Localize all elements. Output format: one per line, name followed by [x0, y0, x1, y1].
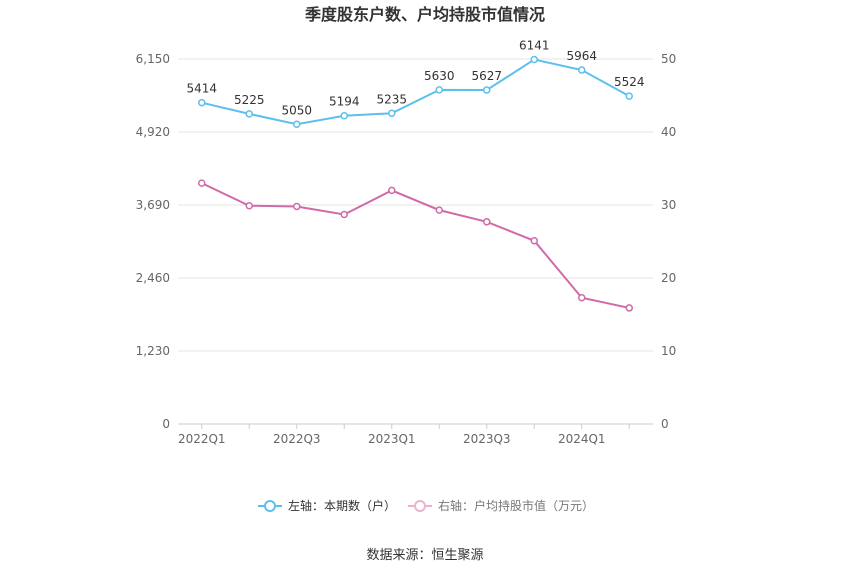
- data-point[interactable]: [293, 202, 301, 211]
- right-axis: 0 10 20 30 40 50: [661, 52, 676, 431]
- data-point[interactable]: [578, 293, 586, 302]
- data-point[interactable]: [293, 120, 301, 129]
- series-line-0: [201, 58, 630, 126]
- data-point[interactable]: [483, 86, 491, 94]
- right-tick-label: 40: [661, 125, 676, 139]
- data-point[interactable]: [578, 66, 586, 74]
- data-label: 6141: [519, 39, 550, 53]
- data-point[interactable]: [435, 206, 443, 214]
- legend[interactable]: 左轴：本期数（户） 右轴：户均持股市值（万元）: [258, 498, 594, 513]
- x-tick-label: 2024Q1: [558, 432, 606, 446]
- legend-label-left-series: 左轴：本期数（户）: [288, 498, 396, 513]
- right-tick-label: 20: [661, 271, 676, 285]
- right-tick-label: 30: [661, 198, 676, 212]
- series-line-1: [201, 182, 630, 309]
- data-point[interactable]: [388, 186, 396, 195]
- data-label: 5050: [281, 103, 312, 117]
- left-axis: 0 1,230 2,460 3,690 4,920 6,150: [136, 52, 170, 431]
- data-label: 5964: [566, 49, 597, 63]
- data-point[interactable]: [340, 111, 348, 120]
- data-point[interactable]: [245, 110, 253, 118]
- data-label: 5627: [471, 69, 502, 83]
- x-tick-label: 2023Q1: [368, 432, 416, 446]
- right-tick-label: 0: [661, 417, 669, 431]
- data-point[interactable]: [245, 201, 253, 210]
- data-label: 5630: [424, 69, 455, 83]
- left-tick-label: 1,230: [136, 344, 170, 358]
- x-axis: 2022Q1 2022Q3 2023Q1 2023Q3 2024Q1: [178, 424, 630, 446]
- data-point[interactable]: [530, 55, 538, 64]
- data-point[interactable]: [435, 86, 443, 94]
- data-label: 5225: [234, 93, 265, 107]
- legend-label-right-series: 右轴：户均持股市值（万元）: [438, 498, 594, 513]
- legend-marker-icon: [414, 500, 426, 512]
- x-tick-label: 2022Q3: [273, 432, 321, 446]
- data-point[interactable]: [388, 109, 396, 118]
- data-point[interactable]: [198, 179, 206, 187]
- right-tick-label: 10: [661, 344, 676, 358]
- left-tick-label: 2,460: [136, 271, 170, 285]
- data-label: 5194: [329, 95, 360, 109]
- right-tick-label: 50: [661, 52, 676, 66]
- legend-marker-icon: [264, 500, 276, 512]
- x-tick-label: 2023Q3: [463, 432, 511, 446]
- left-tick-label: 6,150: [136, 52, 170, 66]
- data-label: 5414: [186, 82, 217, 96]
- left-tick-label: 4,920: [136, 125, 170, 139]
- data-point[interactable]: [625, 304, 633, 312]
- series-layer: 5414 5225 5050 5194 5235 5630 5627 6141 5964 5524: [186, 39, 645, 312]
- data-label: 5235: [376, 92, 407, 106]
- data-point[interactable]: [340, 210, 348, 219]
- data-point[interactable]: [483, 218, 491, 226]
- x-tick-label: 2022Q1: [178, 432, 226, 446]
- source-text: 数据来源：恒生聚源: [366, 548, 483, 563]
- left-tick-label: 3,690: [136, 198, 170, 212]
- data-point[interactable]: [625, 92, 633, 100]
- left-tick-label: 0: [162, 417, 170, 431]
- legend-item-left-series[interactable]: 左轴：本期数（户）: [258, 498, 396, 513]
- data-point[interactable]: [530, 237, 538, 245]
- data-point[interactable]: [198, 98, 206, 107]
- legend-item-right-series[interactable]: 右轴：户均持股市值（万元）: [408, 498, 594, 513]
- data-label: 5524: [614, 75, 645, 89]
- chart-title: 季度股东户数、户均持股市值情况: [304, 5, 545, 24]
